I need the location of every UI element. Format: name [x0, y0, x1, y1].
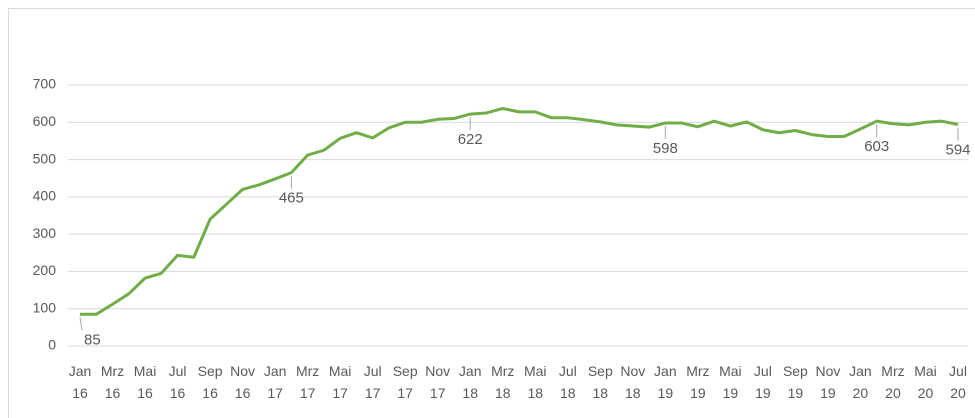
- data-label: 598: [653, 140, 678, 157]
- y-tick-label: 400: [33, 188, 57, 204]
- x-tick-label: Nov 16: [230, 363, 255, 401]
- data-label: 622: [458, 131, 483, 148]
- data-label: 85: [84, 331, 101, 348]
- y-tick-label: 100: [33, 299, 57, 315]
- x-tick-label: Jul 16: [169, 363, 187, 401]
- x-tick-label: Mrz 17: [296, 363, 319, 401]
- x-tick-label: Sep 16: [198, 363, 223, 401]
- x-tick-label: Mai 16: [134, 363, 157, 401]
- x-tick-label: Sep 19: [783, 363, 808, 401]
- line: [80, 106, 959, 316]
- x-tick-label: Nov 17: [425, 363, 450, 401]
- x-tick-label: Jul 18: [559, 363, 577, 401]
- x-tick-label: Jul 17: [364, 363, 382, 401]
- x-tick-label: Mrz 16: [101, 363, 124, 401]
- x-tick-label: Sep 17: [393, 363, 418, 401]
- y-tick-label: 200: [33, 262, 57, 278]
- data-label: 603: [864, 138, 889, 155]
- x-tick-label: Mai 18: [524, 363, 547, 401]
- y-tick-label: 700: [33, 76, 57, 92]
- y-tick-label: 0: [48, 337, 56, 353]
- x-tick-label: Jan 18: [459, 363, 482, 401]
- x-tick-label: Mai 19: [719, 363, 742, 401]
- x-tick-label: Jan 16: [69, 363, 92, 401]
- x-tick-label: Mrz 19: [686, 363, 709, 401]
- data-label: 594: [945, 141, 970, 158]
- y-tick-label: 300: [33, 225, 57, 241]
- chart-border: [8, 8, 975, 418]
- data-label: 465: [279, 190, 304, 207]
- x-tick-label: Nov 18: [620, 363, 645, 401]
- x-tick-label: Jul 19: [754, 363, 772, 401]
- x-tick-label: Jan 20: [849, 363, 872, 401]
- x-tick-label: Jan 19: [654, 363, 677, 401]
- x-tick-label: Mrz 20: [881, 363, 904, 401]
- x-tick-label: Mrz 18: [491, 363, 514, 401]
- x-tick-label: Jan 17: [264, 363, 287, 401]
- x-tick-label: Sep 18: [588, 363, 613, 401]
- x-tick-label: Nov 19: [815, 363, 840, 401]
- leader-line: [79, 317, 83, 331]
- x-tick-label: Mai 20: [914, 363, 937, 401]
- x-tick-label: Mai 17: [329, 363, 352, 401]
- y-tick-label: 600: [33, 113, 57, 129]
- y-tick-label: 500: [33, 150, 57, 166]
- x-tick-label: Jul 20: [949, 363, 967, 401]
